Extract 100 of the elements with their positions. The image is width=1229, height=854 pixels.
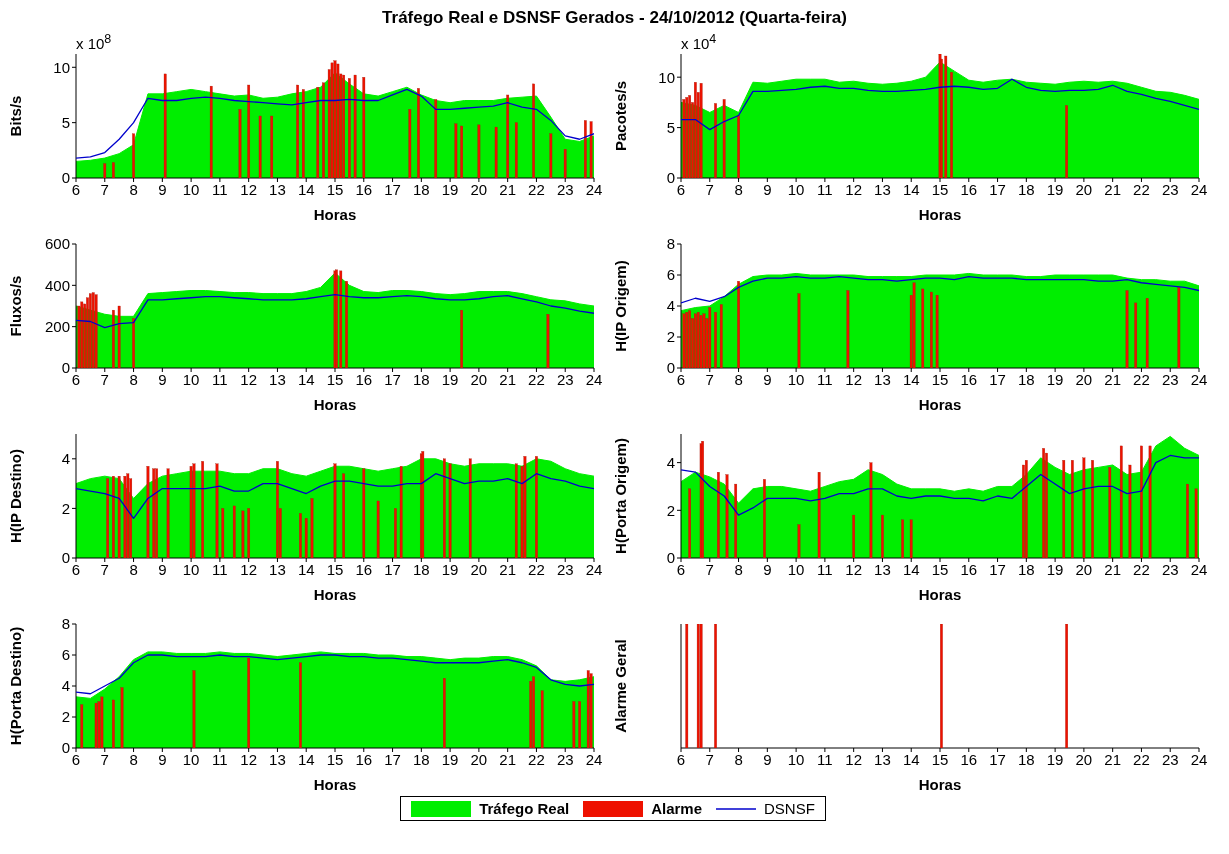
x-axis-title: Horas xyxy=(313,206,357,223)
x-tick-label: 13 xyxy=(269,180,286,198)
x-tick-label: 17 xyxy=(384,180,401,198)
y-tick-label: 400 xyxy=(44,276,70,294)
x-tick-label: 7 xyxy=(705,750,714,768)
y-tick-label: 10 xyxy=(53,58,70,76)
y-axis-title: Pacotes/s xyxy=(612,80,630,152)
x-tick-label: 15 xyxy=(326,560,344,578)
text: x 10$^{4}$ xyxy=(681,32,717,52)
x-tick-label: 24 xyxy=(1190,560,1208,578)
x-tick-label: 14 xyxy=(902,370,920,388)
x-tick-label: 17 xyxy=(989,750,1006,768)
x-tick-label: 12 xyxy=(845,750,863,768)
x-tick-label: 21 xyxy=(499,560,517,578)
x-tick-label: 7 xyxy=(705,180,714,198)
x-tick-label: 11 xyxy=(817,750,833,768)
x-tick-label: 14 xyxy=(297,180,315,198)
x-tick-label: 10 xyxy=(182,560,200,578)
y-tick-label: 2 xyxy=(61,499,70,517)
x-tick-label: 10 xyxy=(182,370,200,388)
x-tick-label: 9 xyxy=(763,180,772,198)
x-tick-label: 16 xyxy=(960,560,978,578)
x-tick-label: 9 xyxy=(158,370,167,388)
legend-label: DSNSF xyxy=(764,800,815,817)
x-tick-label: 19 xyxy=(441,370,459,388)
x-axis-title: Horas xyxy=(918,776,962,793)
x-tick-label: 12 xyxy=(845,560,863,578)
x-tick-label: 20 xyxy=(1075,180,1093,198)
x-tick-label: 20 xyxy=(1075,750,1093,768)
y-tick-label: 0 xyxy=(61,739,70,757)
y-tick-label: 0 xyxy=(61,359,70,377)
x-tick-label: 12 xyxy=(240,750,258,768)
x-tick-label: 17 xyxy=(989,180,1006,198)
x-tick-label: 10 xyxy=(787,370,805,388)
x-tick-label: 24 xyxy=(585,370,603,388)
x-tick-label: 20 xyxy=(470,370,488,388)
x-tick-label: 23 xyxy=(1161,370,1179,388)
x-tick-label: 21 xyxy=(499,370,517,388)
y-tick-label: 200 xyxy=(44,317,70,335)
y-tick-label: 0 xyxy=(666,169,675,187)
x-tick-label: 10 xyxy=(787,180,805,198)
x-tick-label: 14 xyxy=(297,560,315,578)
x-tick-label: 11 xyxy=(817,560,833,578)
x-tick-label: 12 xyxy=(845,370,863,388)
y-tick-label: 0 xyxy=(666,359,675,377)
x-tick-label: 23 xyxy=(1161,560,1179,578)
y-axis-title: Alarme Geral xyxy=(612,639,630,733)
y-axis-title: Fluxos/s xyxy=(7,275,25,337)
x-tick-label: 16 xyxy=(355,180,373,198)
x-tick-label: 10 xyxy=(787,560,805,578)
x-tick-label: 17 xyxy=(989,560,1006,578)
x-axis-title: Horas xyxy=(918,396,962,413)
x-tick-label: 24 xyxy=(1190,180,1208,198)
y-tick-label: 2 xyxy=(61,708,70,726)
x-tick-label: 21 xyxy=(1104,560,1122,578)
y-tick-label: 600 xyxy=(44,235,70,253)
x-tick-label: 8 xyxy=(129,180,138,198)
x-tick-label: 22 xyxy=(528,370,545,388)
y-tick-label: 0 xyxy=(61,549,70,567)
x-tick-label: 10 xyxy=(787,750,805,768)
x-tick-label: 11 xyxy=(817,370,833,388)
x-tick-label: 24 xyxy=(585,180,603,198)
y-tick-label: 0 xyxy=(61,169,70,187)
x-tick-label: 21 xyxy=(1104,750,1122,768)
x-tick-label: 19 xyxy=(441,180,459,198)
x-tick-label: 17 xyxy=(384,750,401,768)
x-axis-title: Horas xyxy=(918,206,962,223)
x-tick-label: 21 xyxy=(1104,180,1122,198)
x-tick-label: 24 xyxy=(1190,370,1208,388)
x-tick-label: 8 xyxy=(734,370,743,388)
x-tick-label: 22 xyxy=(1133,370,1150,388)
x-tick-label: 9 xyxy=(763,750,772,768)
x-tick-label: 8 xyxy=(129,370,138,388)
x-tick-label: 7 xyxy=(100,560,109,578)
x-tick-label: 23 xyxy=(556,750,574,768)
y-tick-label: 8 xyxy=(61,615,70,633)
x-tick-label: 15 xyxy=(326,750,344,768)
x-tick-label: 7 xyxy=(100,370,109,388)
x-tick-label: 22 xyxy=(528,560,545,578)
y-tick-label: 8 xyxy=(666,235,675,253)
x-tick-label: 18 xyxy=(412,750,430,768)
x-tick-label: 21 xyxy=(1104,370,1122,388)
x-tick-label: 7 xyxy=(705,370,714,388)
x-tick-label: 23 xyxy=(556,560,574,578)
x-tick-label: 24 xyxy=(585,560,603,578)
x-tick-label: 13 xyxy=(269,750,286,768)
y-tick-label: 10 xyxy=(658,68,675,86)
x-tick-label: 24 xyxy=(1190,750,1208,768)
x-tick-label: 9 xyxy=(763,370,772,388)
y-tick-label: 2 xyxy=(666,501,675,519)
y-axis-title: H(IP Origem) xyxy=(612,260,630,352)
x-tick-label: 23 xyxy=(1161,750,1179,768)
x-tick-label: 22 xyxy=(1133,180,1150,198)
x-tick-label: 16 xyxy=(355,560,373,578)
x-axis-title: Horas xyxy=(313,776,357,793)
x-tick-label: 7 xyxy=(100,180,109,198)
x-tick-label: 14 xyxy=(297,370,315,388)
x-tick-label: 14 xyxy=(902,180,920,198)
x-tick-label: 10 xyxy=(182,750,200,768)
x-tick-label: 9 xyxy=(158,180,167,198)
